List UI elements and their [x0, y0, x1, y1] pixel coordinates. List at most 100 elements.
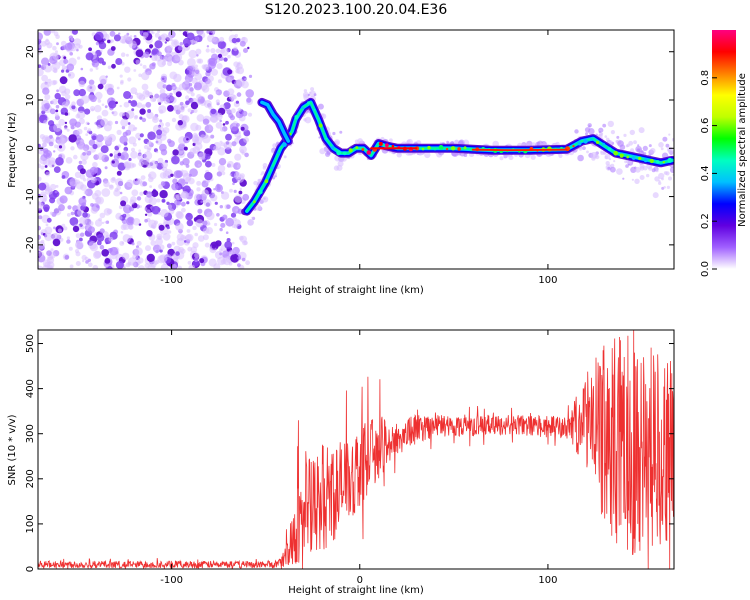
halo-blob: [605, 161, 610, 166]
noise-blob: [144, 207, 148, 211]
noise-blob: [227, 88, 235, 95]
halo-blob: [304, 116, 312, 124]
halo-blob: [668, 133, 671, 136]
noise-blob: [121, 112, 126, 116]
noise-blob: [83, 178, 87, 182]
noise-blob: [65, 94, 71, 100]
halo-blob: [668, 176, 672, 181]
noise-blob: [73, 38, 82, 46]
noise-blob: [78, 88, 87, 97]
noise-blob: [139, 133, 144, 138]
noise-blob: [85, 188, 93, 197]
noise-blob: [147, 91, 153, 97]
noise-blob: [47, 82, 52, 87]
noise-blob: [97, 152, 105, 160]
noise-blob: [40, 64, 47, 70]
noise-blob: [105, 220, 110, 224]
noise-blob: [97, 83, 104, 90]
noise-blob: [141, 72, 150, 81]
noise-blob: [168, 208, 175, 215]
noise-blob: [83, 148, 88, 152]
noise-blob: [109, 184, 113, 189]
noise-blob: [225, 231, 229, 234]
noise-blob: [61, 223, 66, 228]
halo-blob: [651, 168, 656, 173]
halo-blob: [648, 144, 652, 148]
snr-series-line: [38, 330, 674, 569]
noise-blob: [144, 213, 148, 216]
noise-blob: [101, 249, 109, 257]
noise-blob: [167, 230, 172, 234]
noise-blob: [187, 246, 193, 252]
halo-blob: [332, 131, 336, 136]
noise-blob: [246, 97, 252, 103]
noise-blob: [67, 205, 72, 210]
noise-blob: [243, 137, 250, 143]
noise-blob: [107, 266, 113, 269]
halo-blob: [607, 166, 611, 170]
noise-blob: [219, 227, 223, 232]
noise-blob: [196, 94, 202, 100]
noise-blob: [234, 33, 238, 38]
noise-blob: [65, 157, 73, 164]
noise-blob: [38, 241, 46, 250]
halo-blob: [604, 135, 608, 138]
noise-blob: [194, 69, 200, 75]
noise-blob: [236, 123, 240, 127]
noise-blob: [119, 135, 128, 144]
noise-blob: [163, 127, 170, 134]
noise-blob: [64, 42, 73, 51]
halo-blob: [631, 178, 635, 181]
noise-blob: [167, 204, 173, 209]
noise-blob: [73, 154, 78, 160]
noise-blob: [175, 91, 182, 98]
noise-blob: [233, 219, 241, 227]
noise-blob: [211, 244, 216, 249]
noise-blob: [146, 111, 154, 120]
noise-blob: [46, 217, 52, 223]
halo-blob: [629, 129, 635, 136]
colorbar: 0.0 0.2 0.4 0.6 0.8 Normalized spectral ampl…: [700, 30, 748, 277]
noise-blob: [139, 205, 142, 208]
noise-blob: [154, 32, 160, 38]
noise-blob: [48, 134, 53, 139]
noise-blob: [195, 219, 204, 228]
noise-blob: [222, 214, 228, 220]
halo-blob: [261, 196, 269, 203]
ridge-spot: [318, 123, 323, 128]
noise-blob: [173, 194, 180, 201]
noise-blob: [85, 133, 89, 137]
noise-blob: [113, 34, 121, 42]
noise-blob: [38, 251, 44, 258]
noise-blob: [171, 241, 176, 246]
noise-blob: [47, 63, 51, 66]
colorbar-tick-label: 0.4: [700, 165, 711, 181]
halo-blob: [339, 130, 343, 134]
noise-blob: [61, 69, 65, 73]
noise-blob: [77, 143, 85, 151]
noise-blob: [92, 264, 99, 269]
noise-blob: [196, 194, 203, 201]
noise-blob: [120, 52, 126, 57]
ridge-spot: [301, 106, 304, 110]
noise-blob: [176, 149, 186, 159]
noise-blob: [169, 92, 173, 97]
noise-blob: [38, 182, 47, 191]
noise-blob: [212, 192, 215, 195]
ridge-spot: [427, 145, 431, 150]
noise-blob: [161, 161, 168, 169]
halo-blob: [630, 148, 635, 153]
noise-blob: [245, 260, 251, 266]
noise-blob: [115, 58, 123, 65]
noise-blob: [146, 230, 153, 237]
ridge-spot: [577, 141, 582, 146]
spectrogram-ytick-label: 20: [25, 45, 36, 58]
noise-blob: [50, 248, 54, 252]
noise-blob: [155, 140, 159, 144]
noise-blob: [182, 37, 192, 47]
noise-blob: [176, 103, 185, 112]
noise-blob: [230, 212, 237, 218]
noise-blob: [128, 40, 137, 49]
noise-blob: [45, 223, 49, 227]
